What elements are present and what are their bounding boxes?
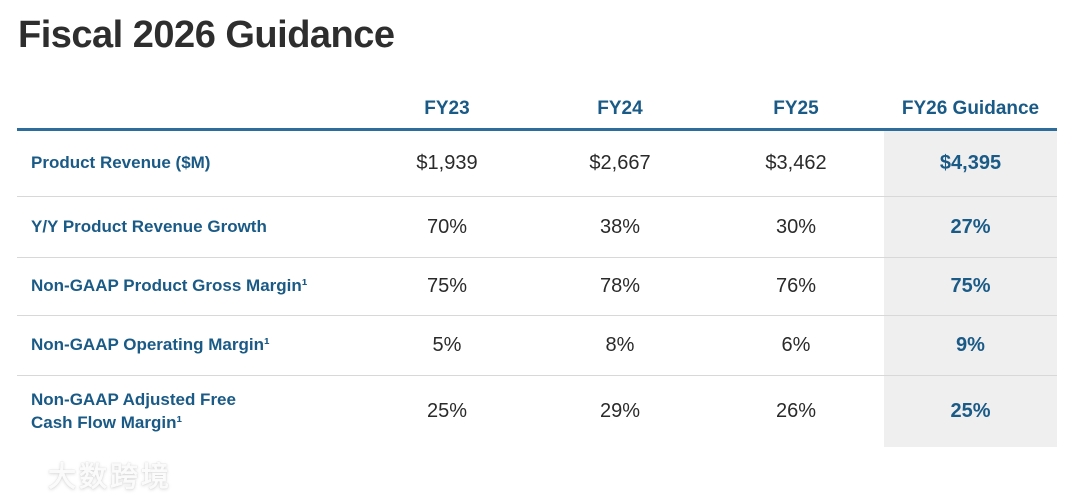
table-row-gross-margin: Non-GAAP Product Gross Margin¹ 75% 78% 7… [17, 258, 1057, 316]
table-row-free-cash-flow-margin: Non-GAAP Adjusted Free Cash Flow Margin¹… [17, 376, 1057, 447]
cell-fy26-guidance: 75% [884, 258, 1057, 315]
row-label: Y/Y Product Revenue Growth [31, 216, 267, 236]
col-header-fy25: FY25 [773, 98, 819, 119]
cell-fy23: 70% [426, 215, 468, 238]
watermark: 大数跨境 [4, 453, 172, 497]
watermark-text: 大数跨境 [48, 461, 173, 492]
row-label: Non-GAAP Product Gross Margin¹ [31, 276, 308, 296]
cell-fy26-guidance: $4,395 [884, 131, 1057, 196]
cell-fy23: 5% [432, 334, 462, 356]
cell-fy23: $1,939 [416, 152, 478, 174]
cell-fy26-guidance: 9% [884, 316, 1057, 375]
table-row-operating-margin: Non-GAAP Operating Margin¹ 5% 8% 6% 9% [17, 316, 1057, 376]
table-row-product-revenue: Product Revenue ($M) $1,939 $2,667 $3,46… [17, 131, 1057, 197]
cell-fy23: 75% [426, 275, 468, 297]
cell-fy25: $3,462 [765, 152, 827, 174]
cell-fy24: 8% [605, 334, 635, 356]
table-header-row: FY23 FY24 FY25 FY26 Guidance [17, 98, 1057, 131]
col-header-fy23: FY23 [424, 98, 470, 119]
cell-fy25: 26% [775, 400, 817, 422]
cell-fy24: 78% [599, 275, 641, 297]
cell-fy24: 29% [599, 400, 641, 422]
table-row-revenue-growth: Y/Y Product Revenue Growth 70% 38% 30% 2… [17, 197, 1057, 258]
cell-fy26-guidance: 27% [884, 197, 1057, 257]
cell-fy25: 76% [775, 275, 817, 297]
row-label: Non-GAAP Adjusted Free Cash Flow Margin¹ [31, 390, 236, 432]
cell-fy25: 30% [775, 215, 817, 238]
cell-fy24: $2,667 [589, 152, 651, 174]
100-swirl-logo [5, 455, 48, 496]
page-title: Fiscal 2026 Guidance [18, 14, 395, 56]
row-label: Product Revenue ($M) [31, 153, 211, 173]
cell-fy23: 25% [426, 400, 468, 422]
cell-fy26-guidance: 25% [884, 376, 1057, 447]
cell-fy25: 6% [781, 334, 811, 356]
row-label: Non-GAAP Operating Margin¹ [31, 335, 270, 355]
col-header-fy24: FY24 [597, 98, 643, 119]
cell-fy24: 38% [599, 215, 641, 238]
col-header-metric [17, 120, 362, 128]
guidance-table: FY23 FY24 FY25 FY26 Guidance Product Rev… [17, 98, 1057, 447]
col-header-fy26-guidance: FY26 Guidance [901, 98, 1040, 119]
